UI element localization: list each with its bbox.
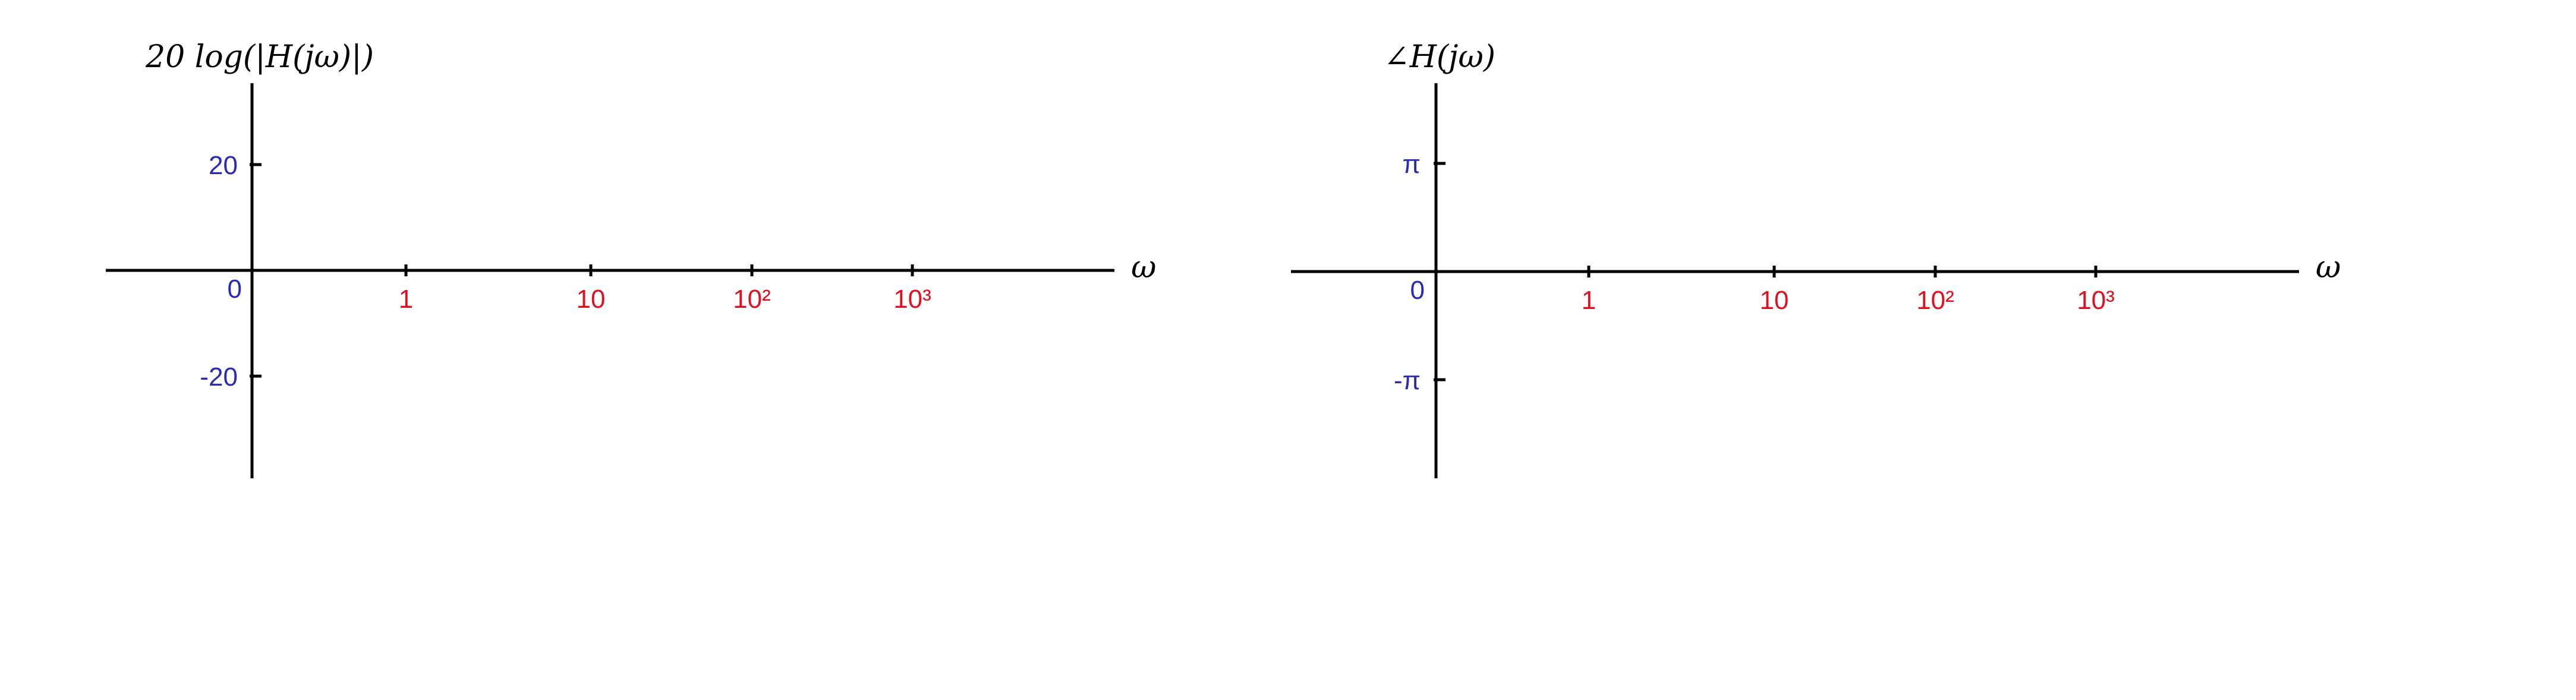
phase-x-ticks: 1 10 10² 10³: [1582, 266, 2115, 315]
magnitude-x-tick-label: 10: [577, 285, 606, 314]
phase-origin-label: 0: [1410, 276, 1425, 305]
magnitude-y-axis-title: 20 log(|H(jω)|): [145, 39, 374, 75]
phase-x-axis-title: ω: [2316, 250, 2341, 285]
phase-x-tick-label: 1: [1582, 286, 1596, 315]
phase-plot: ∠H(jω) ω 1 10 10² 10³ π 0 -π: [1291, 39, 2341, 478]
magnitude-x-axis-title: ω: [1131, 250, 1156, 285]
phase-x-tick-label: 10³: [2077, 286, 2115, 315]
magnitude-x-tick-label: 10²: [733, 285, 771, 314]
phase-y-ticks: π 0 -π: [1394, 150, 1446, 395]
magnitude-plot: 20 log(|H(jω)|) ω 1 10 10² 10³ 20 0 -20: [106, 39, 1156, 478]
magnitude-x-tick-label: 1: [399, 285, 413, 314]
magnitude-y-tick-label: -20: [200, 362, 238, 392]
magnitude-x-tick-label: 10³: [893, 285, 931, 314]
magnitude-origin-label: 0: [228, 275, 242, 304]
phase-y-tick-label: π: [1403, 150, 1421, 179]
magnitude-y-tick-label: 20: [209, 151, 238, 180]
magnitude-y-ticks: 20 0 -20: [200, 151, 262, 392]
phase-x-tick-label: 10: [1760, 286, 1789, 315]
phase-x-tick-label: 10²: [1916, 286, 1954, 315]
phase-y-axis-title: ∠H(jω): [1384, 39, 1495, 75]
phase-y-tick-label: -π: [1394, 366, 1421, 395]
magnitude-x-ticks: 1 10 10² 10³: [399, 264, 931, 314]
